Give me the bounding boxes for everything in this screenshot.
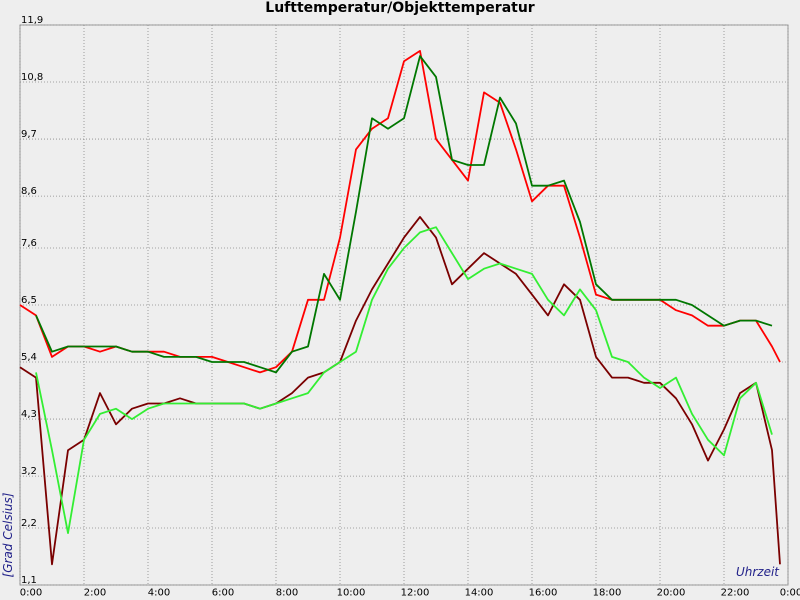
- y-axis-label: [Grad Celsius]: [1, 492, 15, 577]
- y-tick-label: 7,6: [21, 238, 37, 249]
- y-tick-label: 9,7: [21, 129, 37, 140]
- y-tick-label: 8,6: [21, 186, 37, 197]
- x-tick-label: 0:00: [20, 587, 42, 598]
- data-line: [19, 216, 781, 566]
- x-tick-label: 2:00: [84, 587, 106, 598]
- x-tick-label: 4:00: [148, 587, 170, 598]
- y-tick-label: 4,3: [21, 409, 37, 420]
- x-tick-label: 14:00: [465, 587, 494, 598]
- y-tick-label: 3,2: [21, 466, 37, 477]
- x-tick-label: 18:00: [593, 587, 622, 598]
- data-line: [35, 226, 773, 534]
- x-tick-label: 12:00: [401, 587, 430, 598]
- x-tick-label: 22:00: [721, 587, 750, 598]
- y-tick-label: 11,9: [21, 15, 43, 26]
- x-tick-label: 20:00: [657, 587, 686, 598]
- x-tick-label: 10:00: [337, 587, 366, 598]
- x-tick-label: 0:00: [780, 587, 800, 598]
- y-tick-label: 6,5: [21, 295, 37, 306]
- y-tick-label: 10,8: [21, 72, 43, 83]
- x-tick-label: 8:00: [276, 587, 298, 598]
- x-tick-label: 16:00: [529, 587, 558, 598]
- y-tick-label: 1,1: [21, 575, 37, 586]
- y-tick-label: 2,2: [21, 518, 37, 529]
- data-line: [35, 55, 773, 374]
- x-axis-label: Uhrzeit: [736, 565, 780, 579]
- chart-title: Lufttemperatur/Objekttemperatur: [265, 0, 535, 16]
- y-tick-label: 5,4: [21, 352, 37, 363]
- x-tick-label: 6:00: [212, 587, 234, 598]
